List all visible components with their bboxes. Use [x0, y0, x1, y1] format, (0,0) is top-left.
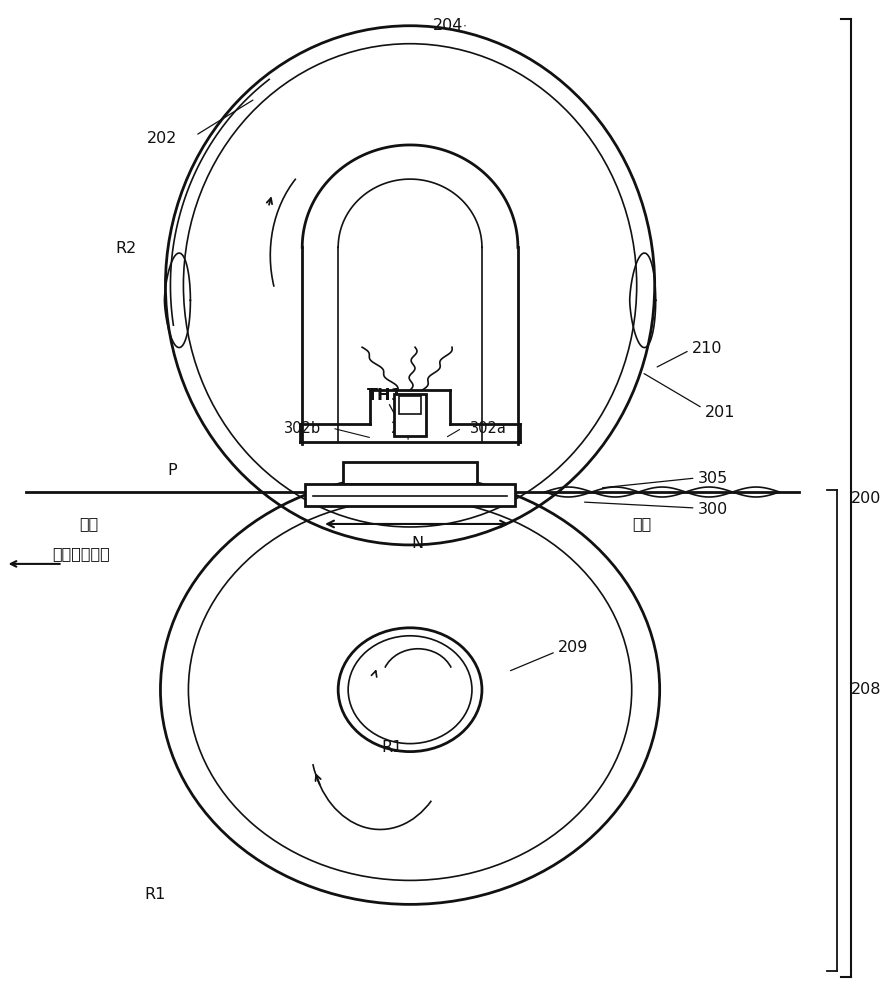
Text: R2: R2	[114, 241, 136, 256]
Text: 209: 209	[557, 640, 587, 655]
Text: 片材传送方向: 片材传送方向	[53, 546, 110, 561]
Bar	[342, 462, 477, 484]
Text: 200: 200	[850, 491, 881, 506]
Text: 300: 300	[696, 502, 727, 517]
Text: P: P	[167, 463, 177, 478]
Bar	[393, 394, 426, 436]
Bar	[399, 396, 420, 414]
Text: 212: 212	[391, 421, 418, 436]
Text: 208: 208	[850, 682, 881, 697]
Text: 204: 204	[433, 18, 463, 33]
Text: 302a: 302a	[469, 421, 506, 436]
Text: 302b: 302b	[283, 421, 320, 436]
Text: R1: R1	[381, 740, 402, 755]
Text: 下游: 下游	[79, 516, 98, 531]
Text: R1: R1	[145, 887, 166, 902]
Text: TH1: TH1	[367, 388, 402, 403]
Text: 上游: 上游	[631, 516, 651, 531]
Text: 305: 305	[696, 471, 727, 486]
Text: N: N	[410, 536, 423, 551]
Text: 202: 202	[148, 131, 177, 146]
Text: 201: 201	[704, 405, 734, 420]
Text: 210: 210	[691, 341, 721, 356]
Bar	[305, 484, 514, 506]
